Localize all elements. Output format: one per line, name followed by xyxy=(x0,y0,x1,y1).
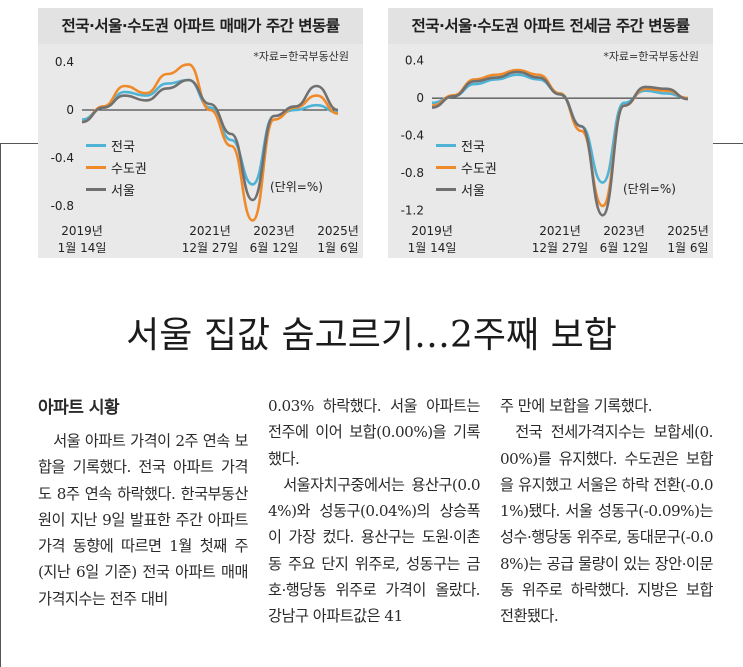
x-tick-year: 2023년 xyxy=(603,224,645,238)
series-line-2 xyxy=(81,78,339,202)
divider-rule xyxy=(0,143,38,144)
headline: 서울 집값 숨고르기…2주째 보합 xyxy=(126,315,617,356)
series-line-2 xyxy=(431,70,689,217)
legend-seoul: 서울 xyxy=(86,178,147,200)
x-tick-date: 1월 6일 xyxy=(667,241,708,255)
x-tick-date: 1월 6일 xyxy=(317,241,358,255)
unit-note: (단위=%) xyxy=(623,182,676,196)
chart-title: 전국·서울·수도권 아파트 매매가 주간 변동률 xyxy=(38,8,363,44)
y-tick-label: -0.4 xyxy=(51,151,74,165)
source-note: *자료=한국부동산원 xyxy=(603,50,699,63)
chart-legend: 전국 수도권 서울 xyxy=(436,134,497,200)
legend-seoul: 서울 xyxy=(436,178,497,200)
article-column-3: 주 만에 보합을 기록했다. 전국 전세가격지수는 보합세(0.00%)를 유지… xyxy=(500,393,714,630)
x-tick-date: 1월 14일 xyxy=(58,241,107,255)
x-tick-date: 6월 12일 xyxy=(250,241,299,255)
x-tick-year: 2021년 xyxy=(539,224,581,238)
divider-rule xyxy=(713,143,743,144)
x-tick-year: 2025년 xyxy=(667,224,709,238)
chart-legend: 전국 수도권 서울 xyxy=(86,134,147,200)
series-line-0 xyxy=(81,78,339,186)
y-tick-label: -0.8 xyxy=(401,166,424,180)
legend-national: 전국 xyxy=(436,134,497,156)
paragraph: 서울 아파트 가격이 2주 연속 보합을 기록했다. 전국 아파트 가격도 8주… xyxy=(38,432,249,608)
legend-capital: 수도권 xyxy=(436,156,497,178)
paragraph: 0.03% 하락했다. 서울 아파트는 전주에 이어 보합(0.00%)을 기록… xyxy=(268,397,481,468)
x-tick-date: 6월 12일 xyxy=(600,241,649,255)
unit-note: (단위=%) xyxy=(270,180,323,194)
y-tick-label: 0 xyxy=(66,103,74,117)
y-tick-label: -1.2 xyxy=(401,204,424,218)
x-tick-year: 2019년 xyxy=(411,224,453,238)
chart-title: 전국·서울·수도권 아파트 전세금 주간 변동률 xyxy=(388,8,713,44)
section-title: 아파트 시황 xyxy=(38,398,120,418)
source-note: *자료=한국부동산원 xyxy=(253,50,349,63)
y-tick-label: 0.4 xyxy=(405,54,424,68)
legend-capital: 수도권 xyxy=(86,156,147,178)
jeonse-price-chart: 0.4 0 -0.4 -0.8 -1.2 2019년 1월 14일 2021년 12월 27일 2… xyxy=(388,8,713,258)
divider-rule xyxy=(0,143,1,667)
y-tick-label: 0 xyxy=(416,91,424,105)
jeonse-price-chart-plot: 0.4 0 -0.4 -0.8 -1.2 2019년 1월 14일 2021년 12월 27일 2… xyxy=(401,54,709,255)
y-tick-label: -0.8 xyxy=(51,199,74,213)
y-tick-label: -0.4 xyxy=(401,129,424,143)
article-column-2: 0.03% 하락했다. 서울 아파트는 전주에 이어 보합(0.00%)을 기록… xyxy=(268,393,481,630)
x-tick-year: 2023년 xyxy=(253,224,295,238)
sale-price-chart-plot: 0.4 0 -0.4 -0.8 2019년 1월 14일 2021년 12월 27일 2023년… xyxy=(51,55,359,255)
y-tick-label: 0.4 xyxy=(55,55,74,69)
x-tick-date: 1월 14일 xyxy=(408,241,457,255)
paragraph: 서울자치구중에서는 용산구(0.04%)와 성동구(0.04%)의 상승폭이 가… xyxy=(268,475,481,626)
sale-price-chart: 0.4 0 -0.4 -0.8 2019년 1월 14일 2021년 12월 27일 2023년… xyxy=(38,8,363,258)
paragraph: 주 만에 보합을 기록했다. xyxy=(500,397,653,415)
x-tick-date: 12월 27일 xyxy=(182,241,238,255)
paragraph: 전국 전세가격지수는 보합세(0.00%)를 유지했다. 수도권은 보합을 유지… xyxy=(500,423,714,626)
x-tick-year: 2025년 xyxy=(317,224,359,238)
legend-national: 전국 xyxy=(86,134,147,156)
article-column-1: 아파트 시황 서울 아파트 가격이 2주 연속 보합을 기록했다. 전국 아파트… xyxy=(38,393,249,612)
x-tick-year: 2019년 xyxy=(61,224,103,238)
x-tick-date: 12월 27일 xyxy=(532,241,588,255)
x-tick-year: 2021년 xyxy=(189,224,231,238)
